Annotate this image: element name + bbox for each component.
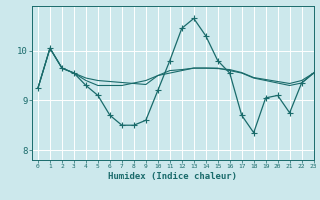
X-axis label: Humidex (Indice chaleur): Humidex (Indice chaleur) — [108, 172, 237, 181]
